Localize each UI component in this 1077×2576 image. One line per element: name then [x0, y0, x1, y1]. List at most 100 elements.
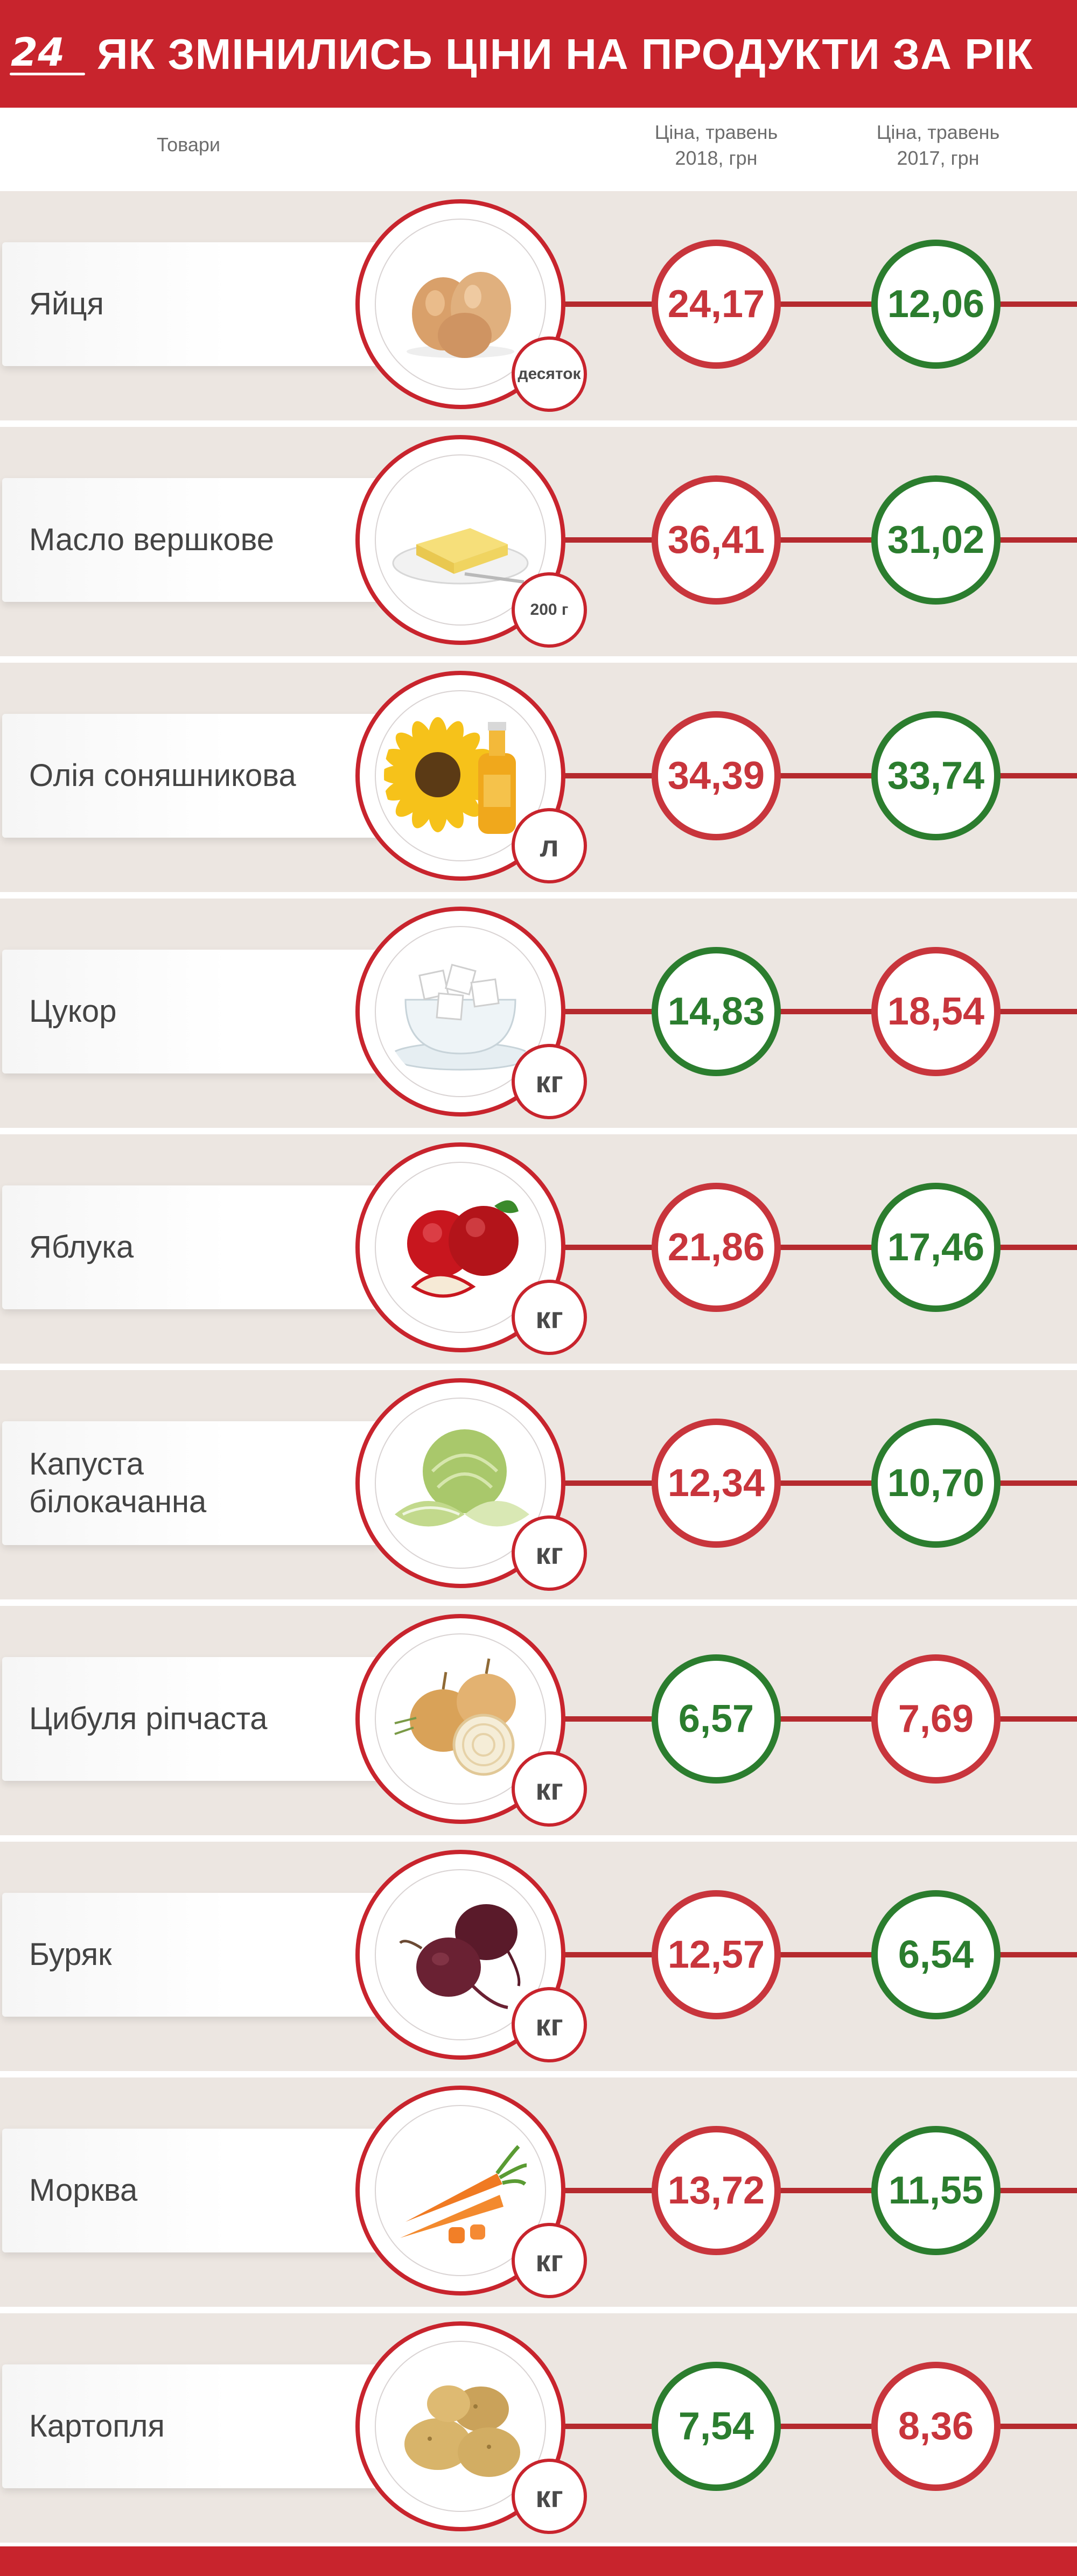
product-label-box: Цукор — [2, 950, 379, 1073]
product-label: Цукор — [29, 950, 363, 1073]
product-name: Цукор — [29, 994, 117, 1029]
product-image-circle — [355, 671, 565, 881]
price-2017: 12,06 — [871, 240, 1001, 369]
product-label-box: Олія соняшникова — [2, 714, 379, 838]
product-label-box: Морква — [2, 2129, 379, 2252]
product-label: Цибуля ріпчаста — [29, 1657, 363, 1781]
beet-icon — [384, 1878, 537, 2031]
unit-badge: десяток — [512, 336, 587, 412]
product-label: Масло вершкове — [29, 478, 363, 602]
price-2017: 10,70 — [871, 1419, 1001, 1548]
product-image-circle — [355, 907, 565, 1117]
row-divider — [0, 1128, 1077, 1134]
product-row: Цибуля ріпчаста кг 6,57 7,69 — [0, 1606, 1077, 1835]
product-name: Картопля — [29, 2409, 165, 2444]
price-2018: 36,41 — [652, 475, 781, 605]
product-label-box: Цибуля ріпчаста — [2, 1657, 379, 1781]
column-header-2018-line1: Ціна, травень — [654, 121, 778, 143]
onion-icon — [384, 1643, 537, 1795]
product-image-circle — [355, 199, 565, 409]
product-label: Буряк — [29, 1893, 363, 2017]
footer-bar — [0, 2546, 1077, 2576]
price-connector-line — [560, 773, 1077, 778]
price-2018: 12,57 — [652, 1890, 781, 2019]
product-name: Цибуля ріпчаста — [29, 1701, 268, 1736]
column-headers: Товари Ціна, травень 2018, грн Ціна, тра… — [0, 108, 1077, 183]
price-2017: 33,74 — [871, 711, 1001, 840]
unit-badge: кг — [512, 2223, 587, 2298]
row-divider — [0, 656, 1077, 663]
cabbage-icon — [384, 1407, 537, 1560]
eggs-icon — [384, 228, 537, 381]
price-connector-line — [560, 1245, 1077, 1250]
column-header-products: Товари — [156, 134, 221, 156]
brand-logo: 24 — [11, 30, 65, 75]
product-image-circle — [355, 2086, 565, 2296]
product-image-circle — [355, 1378, 565, 1588]
unit-badge: кг — [512, 1280, 587, 1355]
product-name-line2: білокачанна — [29, 1484, 207, 1519]
product-name-line1: Капуста — [29, 1447, 144, 1482]
price-2018: 6,57 — [652, 1654, 781, 1784]
page-title: ЯК ЗМІНИЛИСЬ ЦІНИ НА ПРОДУКТИ ЗА РІК — [97, 30, 1033, 78]
product-row: Цукор кг 14,83 18,54 — [0, 899, 1077, 1128]
unit-badge: кг — [512, 2459, 587, 2534]
product-row: Морква кг 13,72 11,55 — [0, 2077, 1077, 2307]
logo-underline — [10, 73, 85, 75]
carrot-icon — [384, 2114, 537, 2267]
butter-icon — [384, 464, 537, 616]
product-name: Масло вершкове — [29, 522, 274, 557]
product-name: Буряк — [29, 1937, 112, 1972]
product-label-box: Масло вершкове — [2, 478, 379, 602]
unit-badge: кг — [512, 1751, 587, 1827]
price-2018: 24,17 — [652, 240, 781, 369]
price-2017: 11,55 — [871, 2126, 1001, 2255]
product-label: Картопля — [29, 2364, 363, 2488]
price-2018: 14,83 — [652, 947, 781, 1076]
price-2017: 18,54 — [871, 947, 1001, 1076]
product-row: Олія соняшникова л 34,39 33,74 — [0, 663, 1077, 892]
product-label: Яблука — [29, 1185, 363, 1309]
row-divider — [0, 420, 1077, 427]
price-2018: 7,54 — [652, 2362, 781, 2491]
row-divider — [0, 2307, 1077, 2313]
product-label-box: Картопля — [2, 2364, 379, 2488]
product-name: Морква — [29, 2173, 138, 2208]
price-connector-line — [560, 1952, 1077, 1957]
unit-badge: 200 г — [512, 572, 587, 648]
product-row: Яйця десяток 24,17 12,06 — [0, 191, 1077, 420]
row-divider — [0, 892, 1077, 899]
unit-badge: кг — [512, 1987, 587, 2062]
apples-icon — [384, 1171, 537, 1324]
product-row: Картопля кг 7,54 8,36 — [0, 2313, 1077, 2543]
price-connector-line — [560, 1480, 1077, 1486]
price-2017: 17,46 — [871, 1183, 1001, 1312]
product-label-box: Яблука — [2, 1185, 379, 1309]
price-connector-line — [560, 1009, 1077, 1014]
price-connector-line — [560, 2424, 1077, 2429]
column-header-2017: Ціна, травень 2017, грн — [841, 120, 1035, 171]
column-header-2017-line1: Ціна, травень — [876, 121, 1000, 143]
column-header-2017-line2: 2017, грн — [897, 147, 980, 169]
price-connector-line — [560, 1716, 1077, 1722]
product-label: Яйця — [29, 242, 363, 366]
unit-badge: кг — [512, 1044, 587, 1119]
column-header-2018-line2: 2018, грн — [675, 147, 758, 169]
product-name: Яблука — [29, 1230, 134, 1265]
unit-badge: кг — [512, 1515, 587, 1591]
product-label: Морква — [29, 2129, 363, 2252]
price-2018: 34,39 — [652, 711, 781, 840]
product-label-box: Капуста білокачанна — [2, 1421, 379, 1545]
product-row: Масло вершкове 200 г 36,41 31,02 — [0, 427, 1077, 656]
price-2017: 8,36 — [871, 2362, 1001, 2491]
header: 24 ЯК ЗМІНИЛИСЬ ЦІНИ НА ПРОДУКТИ ЗА РІК — [0, 0, 1077, 108]
product-row: Капуста білокачанна кг 12,34 10,70 — [0, 1370, 1077, 1599]
product-row: Буряк кг 12,57 6,54 — [0, 1842, 1077, 2071]
product-label-box: Яйця — [2, 242, 379, 366]
product-label: Капуста білокачанна — [29, 1421, 363, 1545]
product-name: Олія соняшникова — [29, 758, 296, 793]
column-header-2018: Ціна, травень 2018, грн — [619, 120, 813, 171]
row-divider — [0, 1835, 1077, 1842]
product-label-box: Буряк — [2, 1893, 379, 2017]
price-2018: 13,72 — [652, 2126, 781, 2255]
